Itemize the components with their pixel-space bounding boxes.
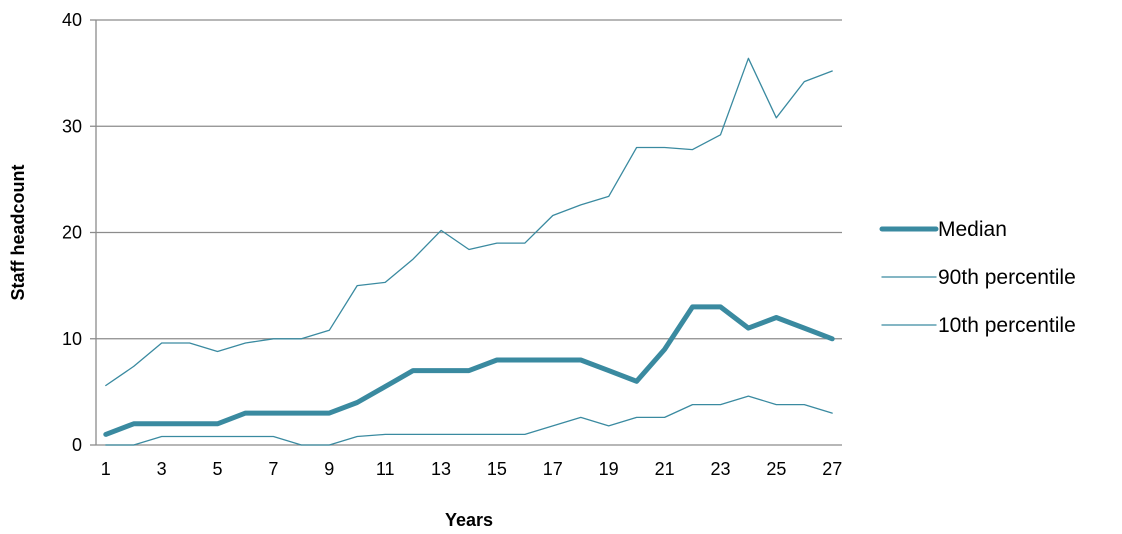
x-axis-title: Years: [445, 510, 493, 530]
legend-label: Median: [938, 218, 1007, 241]
x-tick-label: 15: [487, 459, 507, 479]
x-tick-label: 7: [268, 459, 278, 479]
x-tick-label: 11: [376, 459, 395, 479]
gridlines: [96, 19, 842, 340]
series-line-median: [103, 304, 835, 437]
y-tick-label: 40: [62, 10, 82, 30]
x-tick-label: 27: [822, 459, 842, 479]
series-line-10th-percentile: [105, 395, 833, 446]
x-tick-label: 23: [710, 459, 730, 479]
y-tick-label: 0: [72, 435, 82, 455]
y-tick-label: 30: [62, 116, 82, 136]
x-tick-label: 5: [213, 459, 223, 479]
legend: Median 90th percentile 10th percentile: [879, 218, 1076, 337]
x-tick-label: 25: [766, 459, 786, 479]
legend-label: 90th percentile: [938, 266, 1076, 289]
x-tick-label: 9: [324, 459, 334, 479]
x-tick-label: 1: [101, 459, 111, 479]
axes: [90, 19, 842, 446]
x-tick-label: 17: [543, 459, 563, 479]
y-axis-title: Staff headcount: [8, 164, 28, 300]
series-line-90th-percentile: [105, 57, 833, 387]
legend-label: 10th percentile: [938, 314, 1076, 337]
series-lines: [103, 57, 835, 446]
x-tick-label: 19: [599, 459, 619, 479]
x-tick-label: 3: [157, 459, 167, 479]
y-tick-label: 20: [62, 223, 82, 243]
y-tick-label: 10: [62, 329, 82, 349]
x-tick-label: 13: [431, 459, 451, 479]
x-tick-label: 21: [655, 459, 675, 479]
